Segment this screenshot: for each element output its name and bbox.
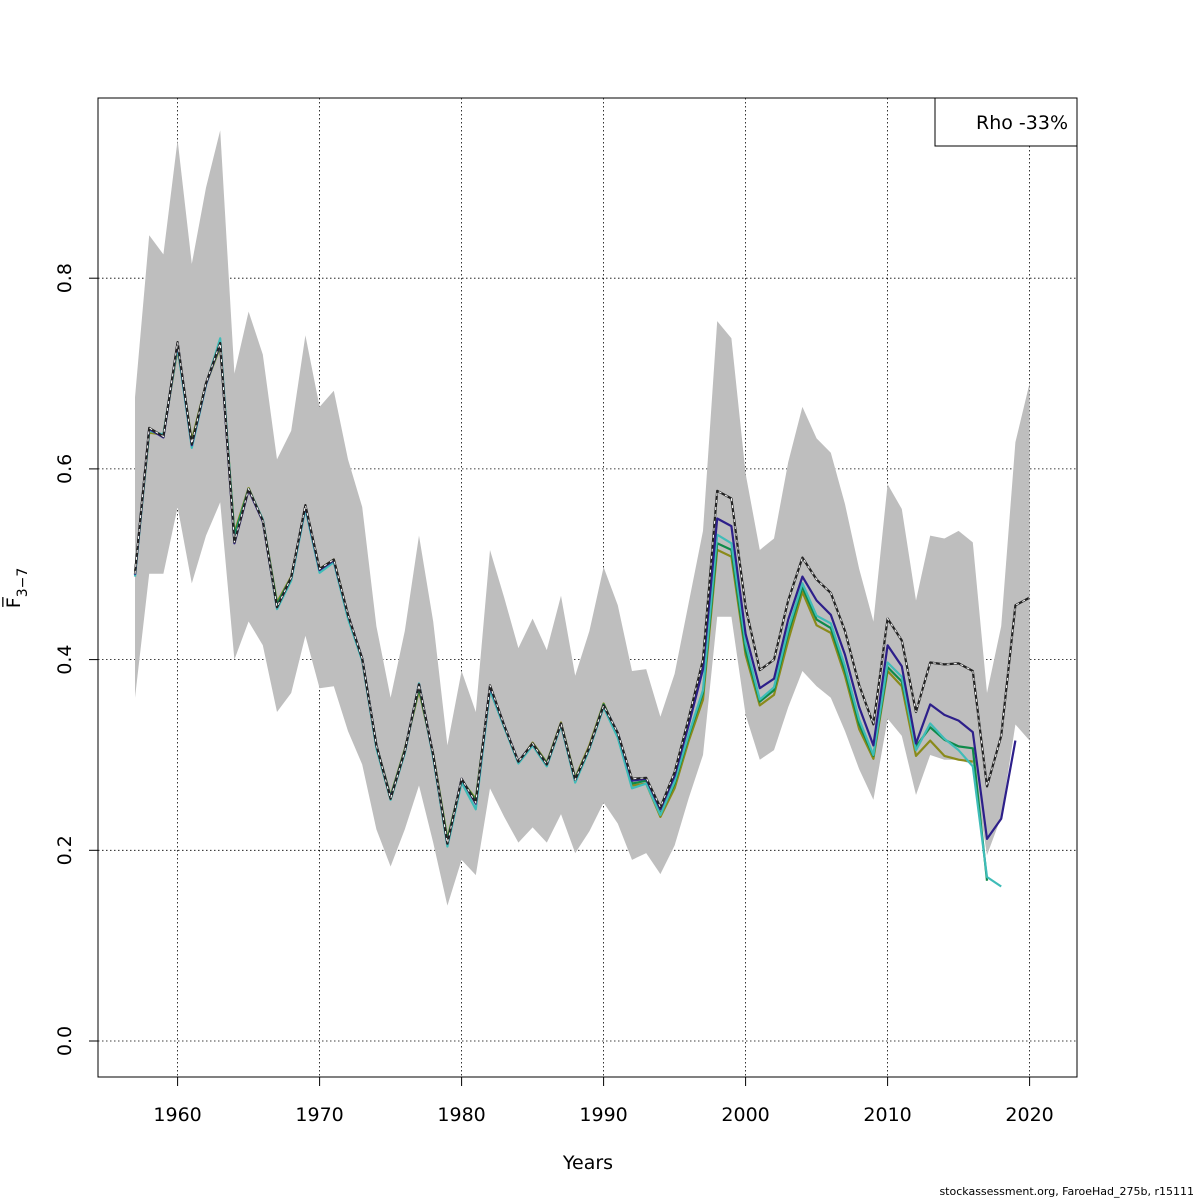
x-tick-label: 2020 [1005, 1104, 1053, 1126]
series-layer [133, 337, 1031, 888]
y-axis-title-sub: 3−7 [15, 568, 31, 598]
x-tick-label: 2000 [721, 1104, 769, 1126]
y-axis-title: F̅3−7 [1, 568, 31, 608]
confidence-band-layer [135, 130, 1030, 906]
x-axis-title: Years [562, 1152, 613, 1174]
x-tick-label: 1980 [437, 1104, 485, 1126]
y-tick-label: 0.8 [54, 263, 76, 293]
x-tick-label: 1960 [153, 1104, 201, 1126]
y-axis-title-main: F̅ [1, 596, 25, 608]
series-line-1 [133, 341, 1031, 845]
y-axis: 0.0 0.2 0.4 0.6 0.8 [54, 263, 98, 1056]
y-tick-label: 0.6 [54, 454, 76, 484]
plot-frame [97, 97, 1078, 1078]
y-tick-label: 0.0 [54, 1026, 76, 1056]
legend-frame [934, 97, 1078, 147]
footer-source: stockassessment.org, FaroeHad_275b, r151… [939, 1185, 1194, 1198]
x-tick-label: 1970 [295, 1104, 343, 1126]
confidence-band [135, 130, 1030, 906]
legend-box: Rho -33% [934, 97, 1078, 147]
x-tick-label: 1990 [579, 1104, 627, 1126]
x-tick-label: 2010 [863, 1104, 911, 1126]
x-axis: 1960 1970 1980 1990 2000 2010 2020 [153, 1077, 1054, 1126]
legend-rho-label: Rho -33% [976, 112, 1068, 134]
svg-text:F̅3−7: F̅3−7 [1, 568, 31, 608]
y-tick-label: 0.2 [54, 835, 76, 865]
y-tick-label: 0.4 [54, 644, 76, 674]
